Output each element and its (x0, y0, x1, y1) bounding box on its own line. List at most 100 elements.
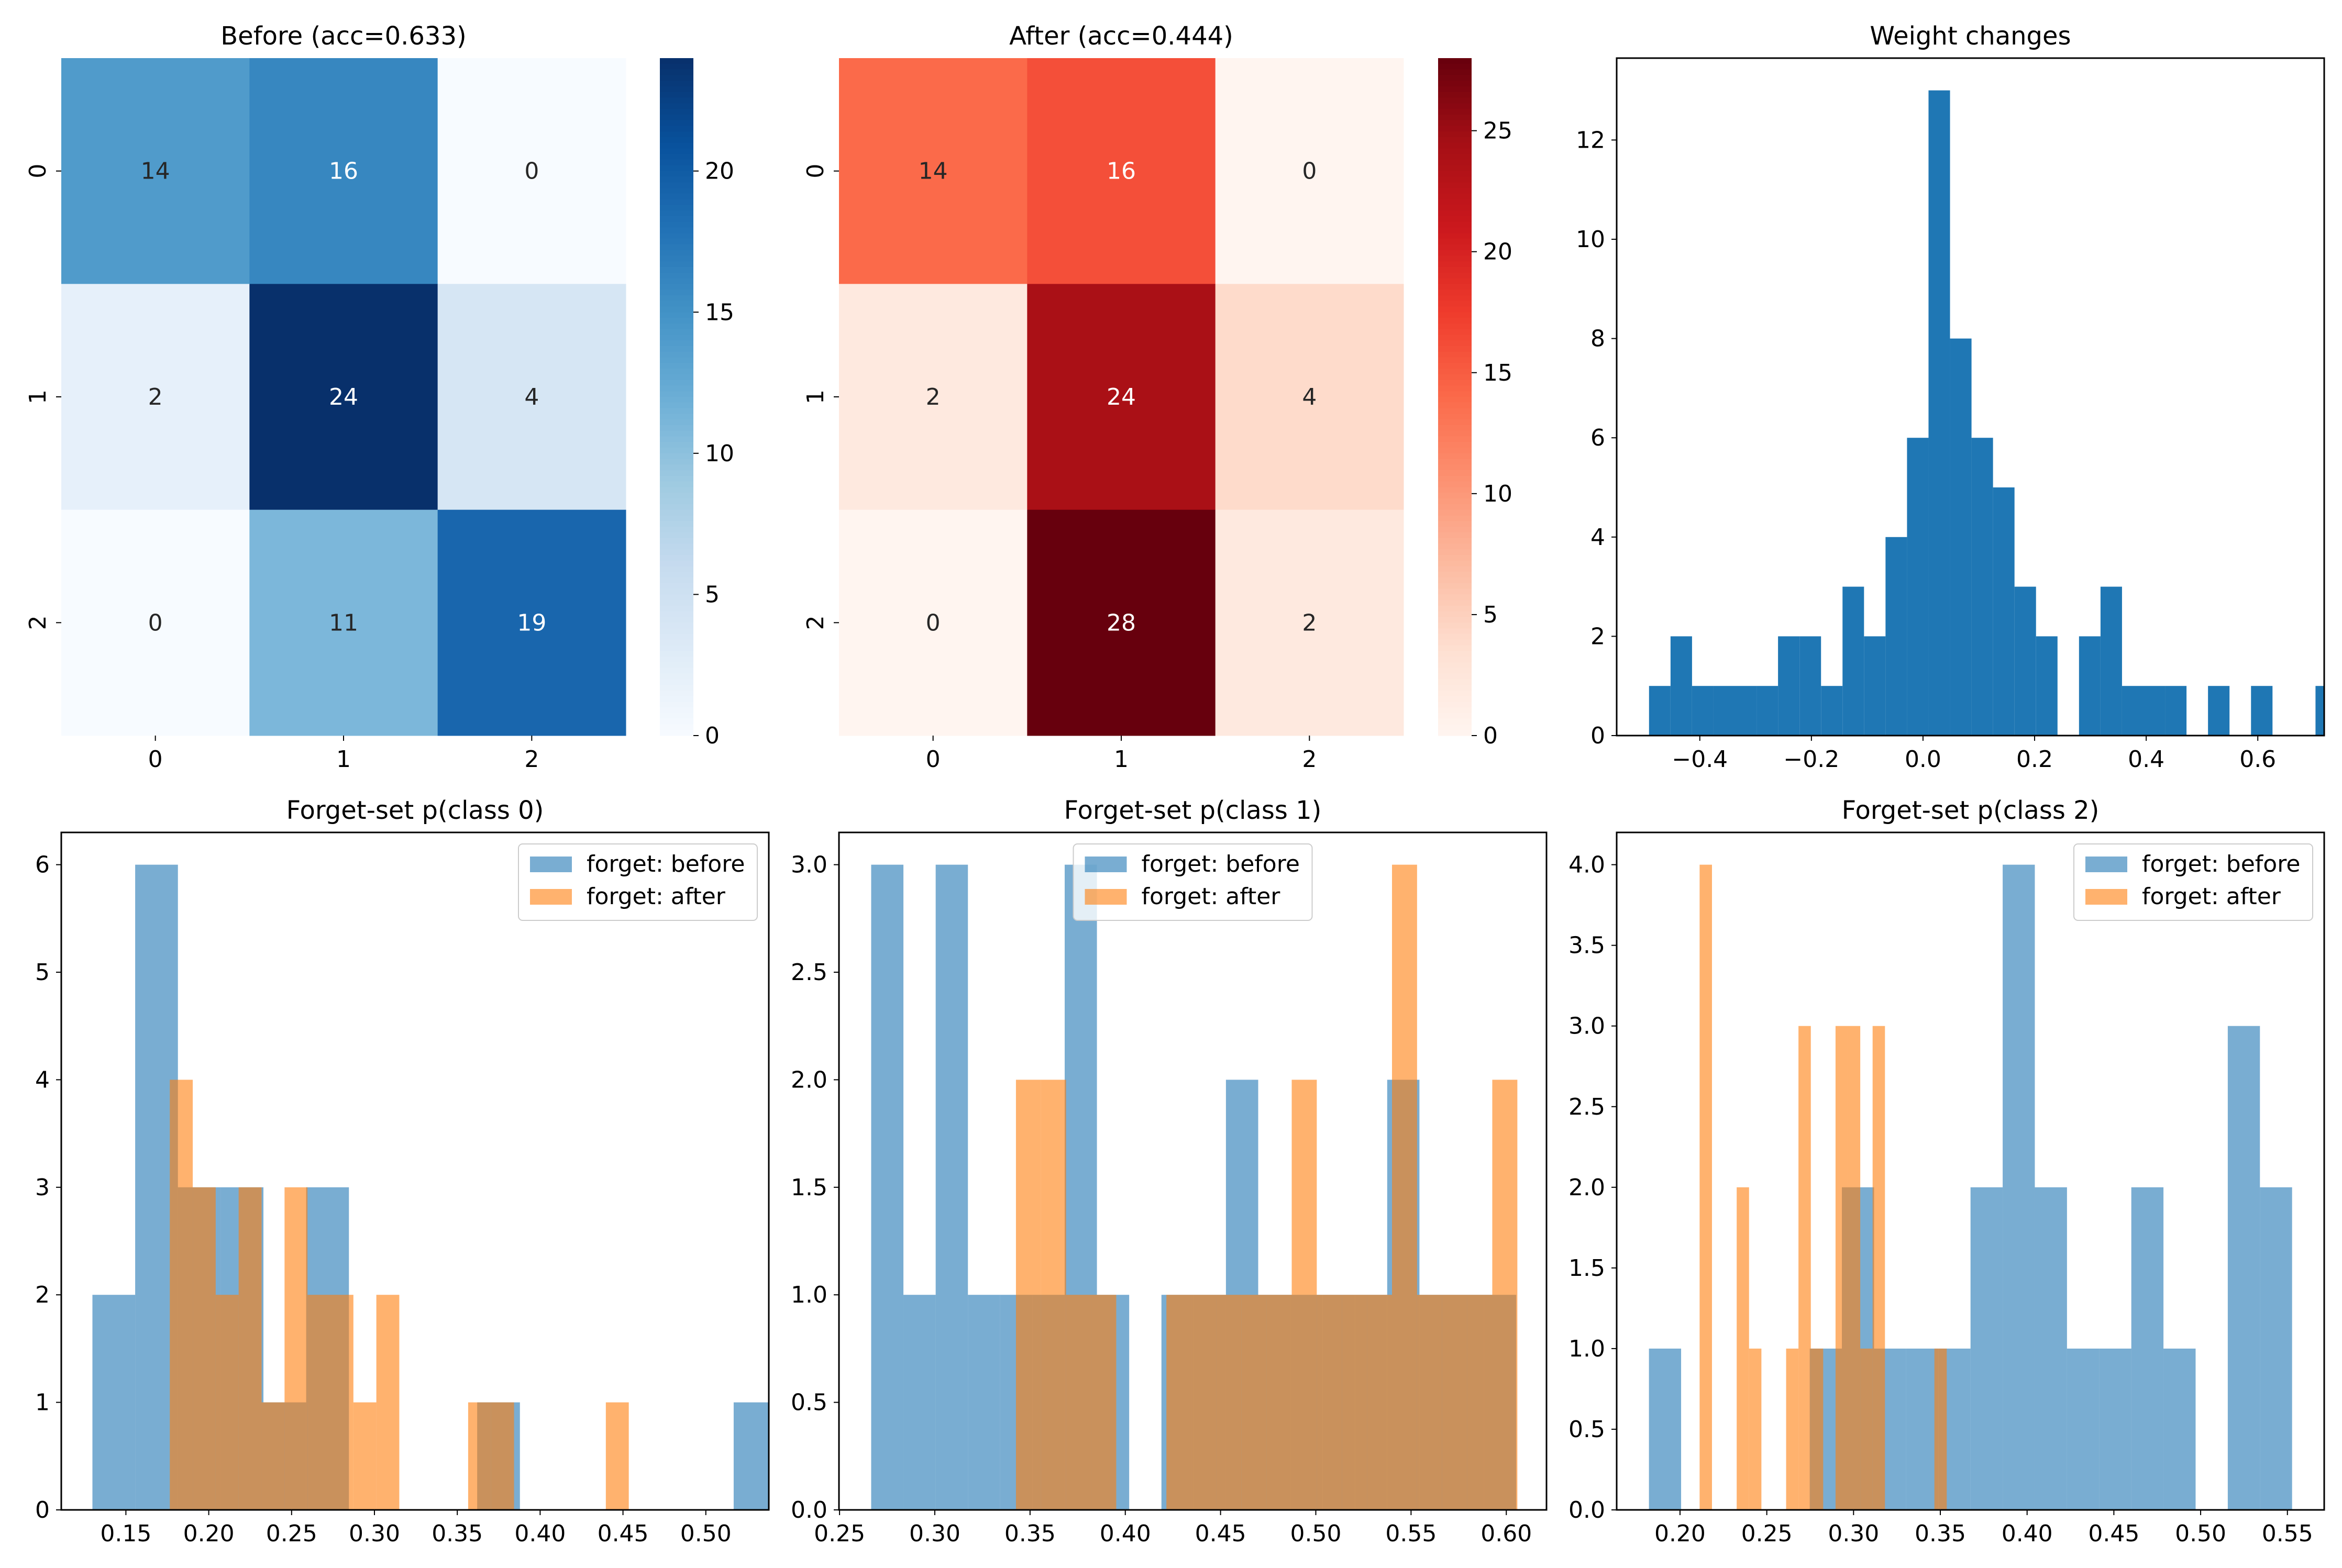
heatmap-cell (839, 58, 1028, 284)
y-tick-label: 1.5 (1568, 1255, 1605, 1282)
histogram-bar (1442, 1295, 1467, 1510)
colorbar-segment (1438, 176, 1472, 183)
histogram-bar (1317, 1295, 1342, 1510)
colorbar-segment (660, 176, 693, 183)
colorbar-segment (1438, 504, 1472, 510)
colorbar-segment (1438, 430, 1472, 437)
cell-label: 2 (1302, 609, 1317, 636)
colorbar-segment (1438, 572, 1472, 578)
colorbar-segment (1438, 109, 1472, 115)
histogram-bar (1821, 686, 1843, 736)
cell-label: 16 (329, 158, 358, 185)
colorbar-segment (660, 436, 693, 442)
legend-label: forget: before (1142, 851, 1300, 877)
x-tick-label: 0.35 (1915, 1520, 1966, 1547)
histogram-bar (871, 864, 904, 1510)
histogram-bar (1692, 686, 1714, 736)
legend-swatch (1085, 857, 1127, 872)
colorbar-segment (660, 357, 693, 363)
colorbar-segment (1438, 92, 1472, 98)
colorbar-segment (660, 199, 693, 205)
legend-box (518, 843, 758, 921)
colorbar-segment (660, 75, 693, 81)
colorbar-segment (660, 662, 693, 669)
colorbar-segment (1438, 560, 1472, 567)
colorbar-segment (660, 103, 693, 109)
colorbar-segment (1438, 493, 1472, 499)
y-tick-label: 2 (802, 615, 829, 630)
histogram-bar (1993, 487, 2015, 736)
colorbar-segment (660, 239, 693, 245)
histogram-bar (1810, 1348, 1824, 1510)
cell-label: 14 (919, 158, 948, 185)
colorbar-segment (1438, 351, 1472, 358)
colorbar-segment (660, 369, 693, 375)
colorbar-segment (1438, 142, 1472, 149)
histogram-bar (1970, 1187, 2003, 1510)
histogram-bar (1492, 1080, 1518, 1510)
colorbar-segment (1438, 221, 1472, 228)
histogram-bar (2163, 1348, 2196, 1510)
colorbar-segment (1438, 464, 1472, 471)
histogram-bar (2014, 586, 2036, 736)
histogram-bar (1670, 636, 1692, 736)
histogram-bar (193, 1187, 216, 1510)
colorbar-segment (1438, 323, 1472, 330)
chart-title: Forget-set p(class 2) (1842, 796, 2100, 825)
y-tick-label: 1 (35, 1389, 50, 1416)
histogram-bar (1191, 1295, 1217, 1510)
colorbar-segment (1438, 131, 1472, 138)
cell-label: 4 (1302, 384, 1317, 410)
colorbar-segment (1438, 86, 1472, 93)
x-tick-label: 0.30 (1828, 1520, 1879, 1547)
colorbar-tick-label: 10 (1483, 481, 1512, 507)
legend: forget: before forget: after (2073, 843, 2313, 921)
histogram-bar (605, 1402, 629, 1510)
colorbar-segment (660, 221, 693, 228)
colorbar-segment (1438, 459, 1472, 465)
x-tick-label: 0.30 (909, 1520, 960, 1547)
colorbar-segment (660, 487, 693, 493)
legend: forget: before forget: after (518, 843, 758, 921)
x-tick-label: 1 (1114, 746, 1129, 773)
colorbar-segment (660, 532, 693, 539)
colorbar-segment (660, 617, 693, 623)
colorbar-segment (660, 543, 693, 550)
colorbar-segment (660, 233, 693, 239)
colorbar-segment (1438, 171, 1472, 177)
heatmap-cell (437, 284, 626, 510)
colorbar-segment (660, 408, 693, 414)
y-tick-label: 4 (35, 1066, 50, 1093)
colorbar-segment (660, 430, 693, 437)
colorbar-segment (1438, 75, 1472, 81)
colorbar: 0 5 10 15 20 (660, 58, 734, 749)
colorbar-segment (660, 594, 693, 600)
colorbar-tick-label: 15 (1483, 360, 1512, 386)
colorbar-segment (1438, 611, 1472, 618)
colorbar-segment (660, 588, 693, 595)
histogram-bar (1166, 1295, 1192, 1510)
histogram-bar (1799, 636, 1821, 736)
histogram-bar (1735, 686, 1757, 736)
colorbar-segment (660, 538, 693, 544)
colorbar-segment (1438, 696, 1472, 702)
histogram-bar (2143, 686, 2166, 736)
colorbar-segment (1438, 730, 1472, 736)
histogram-bar (1367, 1295, 1392, 1510)
colorbar-segment (1438, 690, 1472, 697)
histogram-bar (1417, 1295, 1442, 1510)
histogram-bar (2227, 1026, 2260, 1510)
x-tick-label: 2 (524, 746, 539, 773)
x-tick-label: 0 (926, 746, 941, 773)
colorbar-segment (660, 363, 693, 369)
colorbar-tick-label: 20 (1483, 239, 1512, 265)
colorbar-tick-label: 15 (705, 299, 734, 326)
colorbar-segment (1438, 335, 1472, 341)
colorbar-segment (660, 566, 693, 572)
colorbar-segment (1438, 707, 1472, 714)
colorbar-segment (660, 459, 693, 465)
colorbar-segment (660, 142, 693, 149)
y-tick-label: 2.5 (1568, 1094, 1605, 1120)
colorbar-segment (1438, 538, 1472, 544)
